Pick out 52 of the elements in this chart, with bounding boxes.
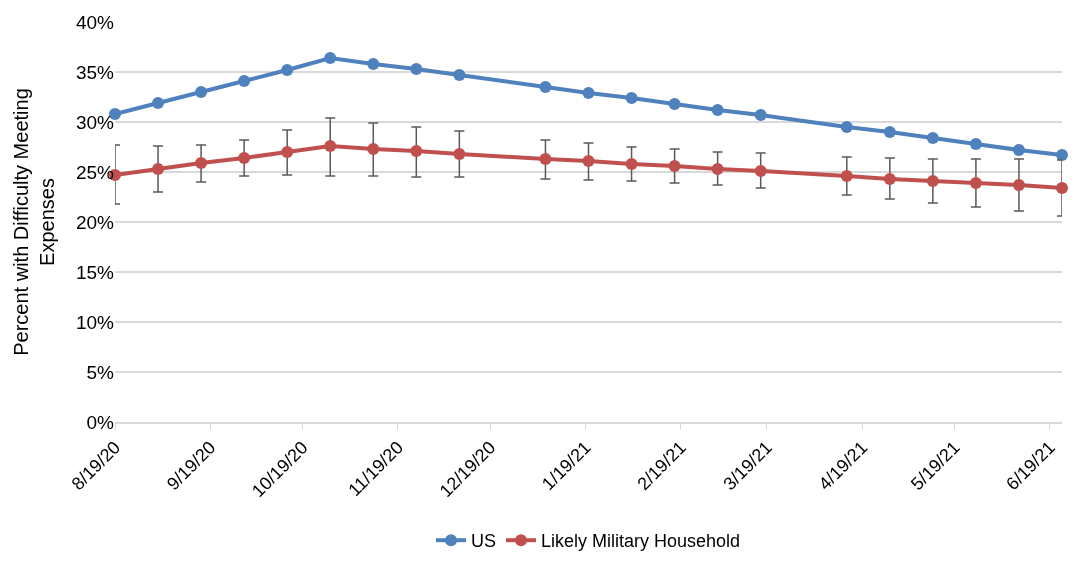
point — [238, 152, 251, 164]
point — [281, 146, 294, 158]
y-tick-label: 0% — [86, 411, 115, 433]
point — [152, 163, 165, 175]
y-tick-label: 20% — [75, 211, 115, 233]
legend-label: US — [471, 531, 497, 552]
y-tick-label: 15% — [75, 261, 115, 283]
point — [582, 155, 595, 167]
point — [281, 64, 294, 76]
point — [711, 104, 724, 116]
point — [1012, 144, 1025, 156]
point — [754, 109, 767, 121]
y-tick-label: 30% — [75, 111, 115, 133]
point — [453, 69, 466, 81]
point — [969, 138, 982, 150]
point — [539, 153, 552, 165]
y-tick-label: 10% — [75, 311, 115, 333]
point — [840, 121, 853, 133]
point — [367, 143, 380, 155]
point — [1012, 179, 1025, 191]
point — [152, 97, 165, 109]
point — [324, 140, 337, 152]
point — [668, 98, 681, 110]
point — [883, 126, 896, 138]
point — [969, 177, 982, 189]
point — [324, 52, 337, 64]
point — [711, 163, 724, 175]
point — [1056, 149, 1068, 161]
point — [754, 165, 767, 177]
point — [410, 63, 423, 75]
point — [926, 175, 939, 187]
y-tick-label: 25% — [75, 161, 115, 183]
point — [625, 158, 638, 170]
point — [453, 148, 466, 160]
point — [410, 145, 423, 157]
point — [1056, 182, 1068, 194]
point — [238, 75, 251, 87]
point — [195, 86, 208, 98]
point — [539, 81, 552, 93]
point — [582, 87, 595, 99]
point — [883, 173, 896, 185]
legend-label: Likely Military Household — [541, 531, 741, 552]
y-tick-label: 5% — [86, 361, 115, 383]
point — [367, 58, 380, 70]
point — [926, 132, 939, 144]
point — [840, 170, 853, 182]
y-tick-label: 40% — [75, 11, 115, 33]
y-axis-title: Percent with Difficulty Meeting Expenses — [10, 88, 59, 356]
point — [668, 160, 681, 172]
point — [625, 92, 638, 104]
y-tick-label: 35% — [75, 61, 115, 83]
point — [195, 157, 208, 169]
